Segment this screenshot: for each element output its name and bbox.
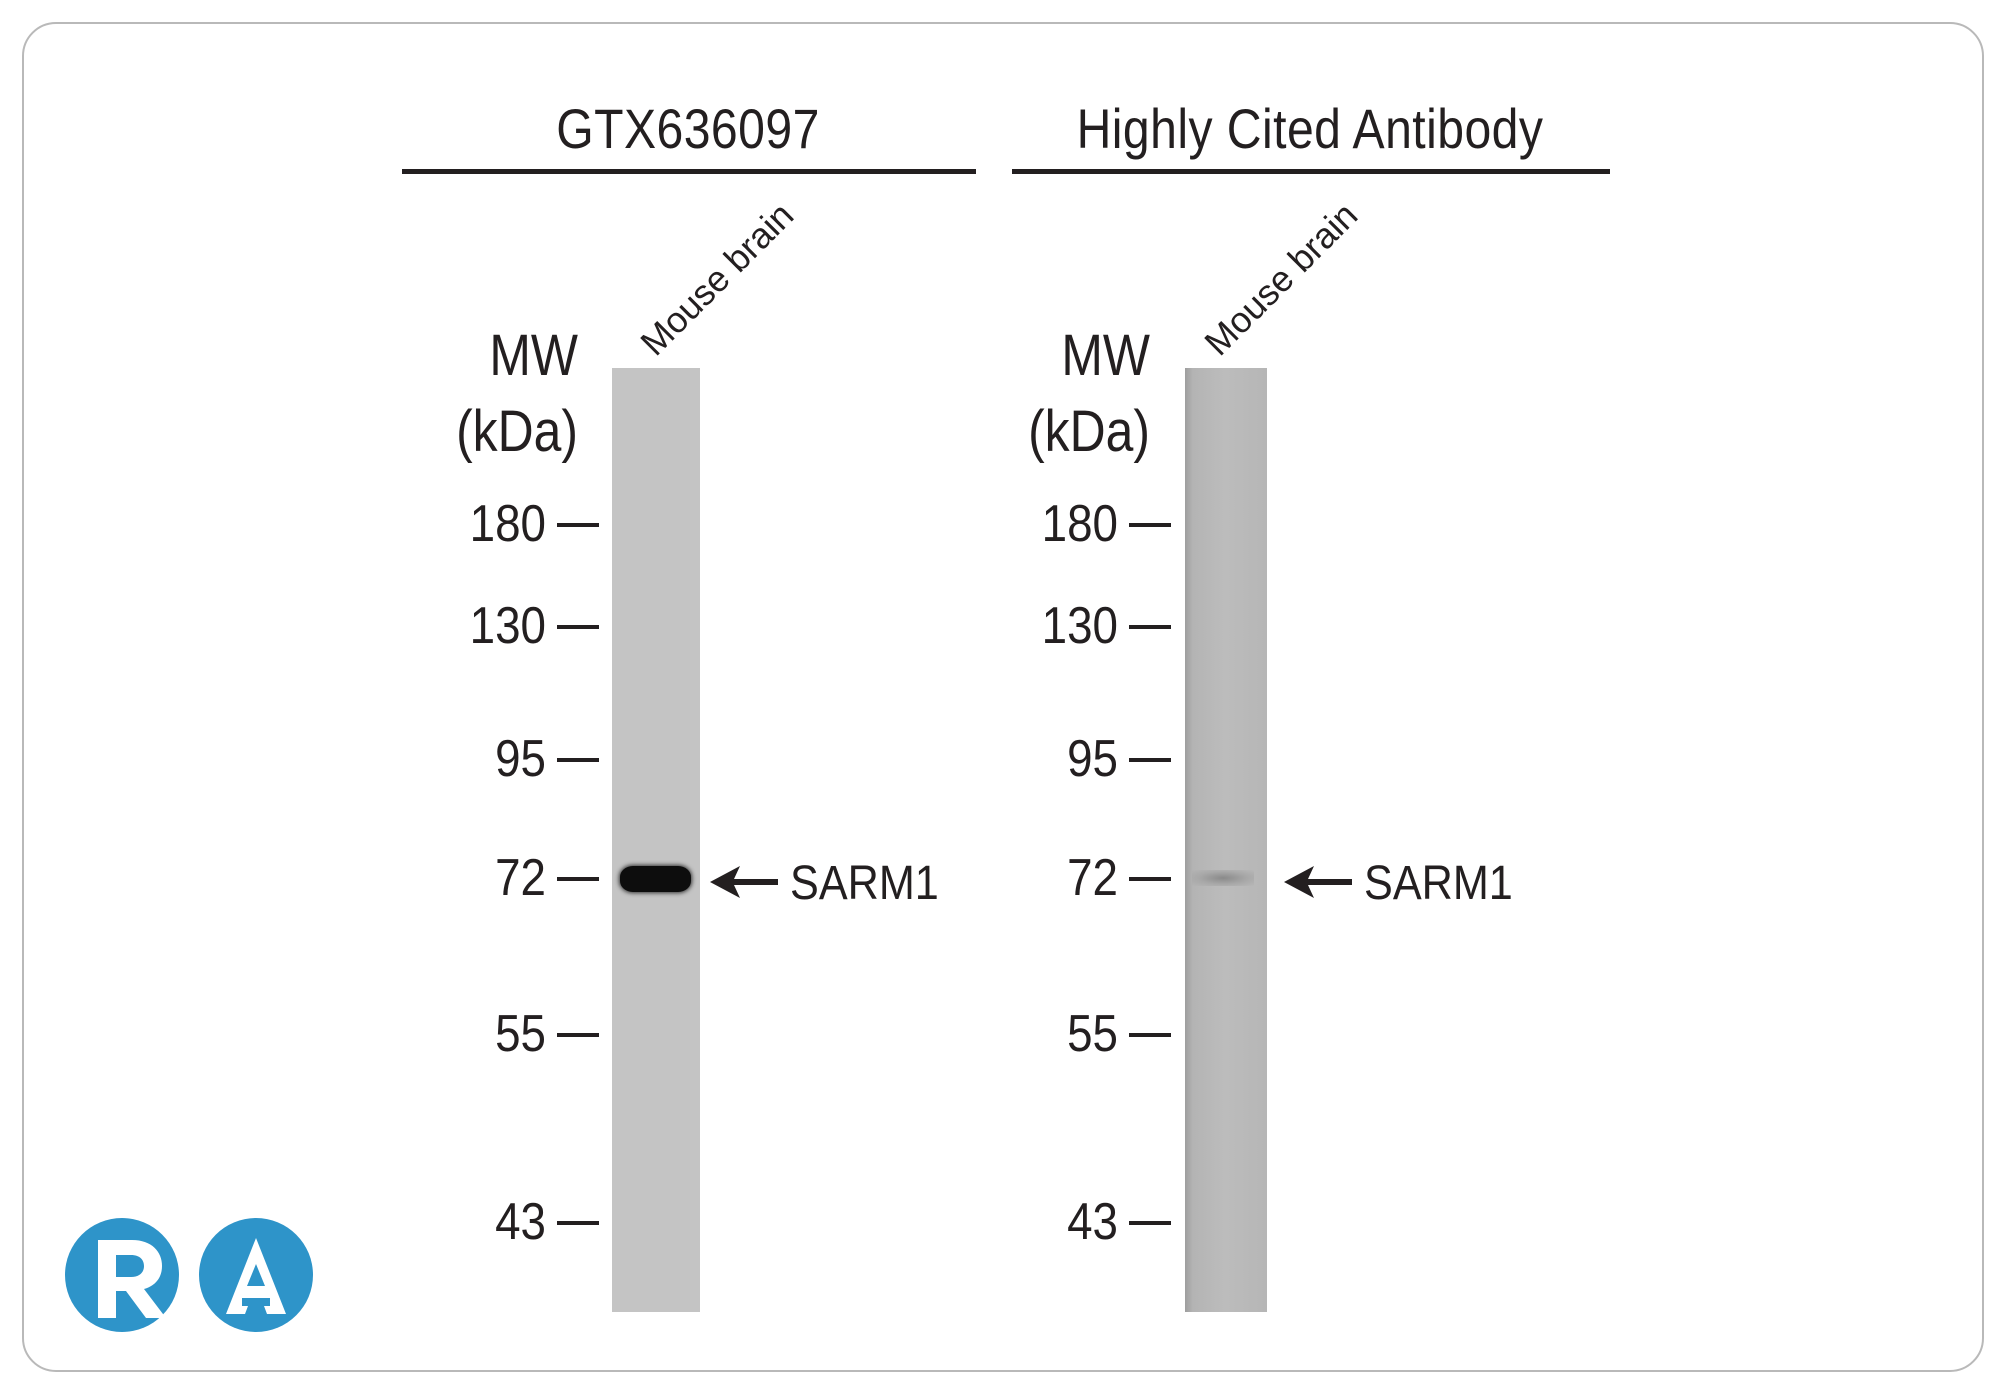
mw-unit-line: (kDa) — [1028, 399, 1150, 464]
ra-logo-icon — [65, 1218, 313, 1332]
marker-tick — [1129, 523, 1171, 527]
marker-label: 180 — [1041, 495, 1118, 553]
marker-tick — [1129, 1221, 1171, 1225]
marker-label: 43 — [1067, 1193, 1118, 1251]
mw-title-line: MW — [1061, 323, 1150, 388]
title-underline — [1012, 169, 1610, 174]
mw-axis-title: MW (kDa) — [980, 318, 1150, 470]
marker-label: 130 — [1041, 597, 1118, 655]
target-label: SARM1 — [790, 857, 939, 910]
marker-tick — [557, 523, 599, 527]
marker-tick — [557, 625, 599, 629]
marker-tick — [557, 877, 599, 881]
target-label: SARM1 — [1364, 857, 1513, 910]
marker-label: 55 — [1067, 1005, 1118, 1063]
marker-tick — [1129, 758, 1171, 762]
sarm1-band — [620, 866, 691, 892]
marker-tick — [1129, 625, 1171, 629]
marker-tick — [557, 1033, 599, 1037]
mw-axis-title: MW (kDa) — [408, 318, 578, 470]
title-underline — [402, 169, 976, 174]
marker-tick — [1129, 1033, 1171, 1037]
panel-title: Highly Cited Antibody — [1076, 97, 1544, 160]
marker-label: 72 — [495, 849, 546, 907]
arrow-left-icon — [1284, 866, 1352, 898]
marker-tick — [557, 758, 599, 762]
marker-label: 43 — [495, 1193, 546, 1251]
marker-label: 72 — [1067, 849, 1118, 907]
arrow-left-icon — [710, 866, 778, 898]
marker-tick — [1129, 877, 1171, 881]
marker-label: 55 — [495, 1005, 546, 1063]
sarm1-band — [1192, 870, 1254, 886]
mw-unit-line: (kDa) — [456, 399, 578, 464]
panel-title: GTX636097 — [556, 97, 820, 160]
mw-title-line: MW — [489, 323, 578, 388]
marker-label: 130 — [469, 597, 546, 655]
marker-label: 180 — [469, 495, 546, 553]
marker-tick — [557, 1221, 599, 1225]
marker-label: 95 — [1067, 730, 1118, 788]
figure-frame — [22, 22, 1984, 1372]
marker-label: 95 — [495, 730, 546, 788]
blot-lane — [1185, 368, 1267, 1312]
blot-lane — [612, 368, 700, 1312]
